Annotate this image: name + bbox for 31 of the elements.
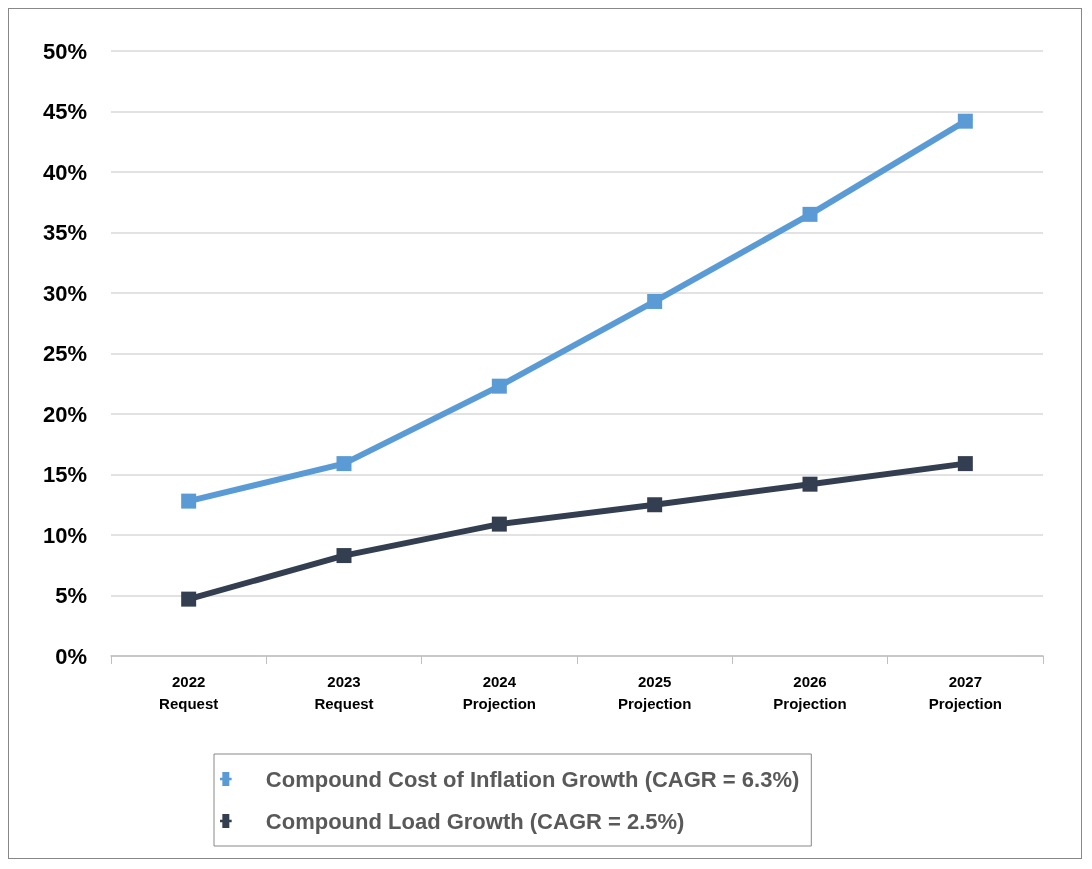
x-tick-label: 2027 Projection xyxy=(928,672,1003,712)
x-tick-label: 2023 Request xyxy=(314,672,374,712)
point xyxy=(647,497,663,513)
point xyxy=(647,293,663,309)
y-tick-label: 0% xyxy=(55,643,87,669)
y-tick-label: 50% xyxy=(42,38,87,64)
y-tick-label: 10% xyxy=(42,522,87,548)
legend-label: Compound Cost of Inflation Growth (CAGR = 6.3%) xyxy=(265,766,800,792)
point xyxy=(336,456,352,472)
y-tick-label: 30% xyxy=(42,280,87,306)
y-tick-label: 35% xyxy=(42,220,87,245)
point xyxy=(336,548,352,564)
point xyxy=(181,493,197,509)
point xyxy=(957,456,973,472)
y-tick-label: 20% xyxy=(42,401,87,427)
point xyxy=(802,476,818,492)
y-tick-label: 5% xyxy=(55,583,87,608)
x-tick-label: 2026 Projection xyxy=(773,672,847,712)
y-tick-label: 40% xyxy=(42,159,87,185)
y-tick-label: 45% xyxy=(42,99,87,124)
y-tick-label: 25% xyxy=(42,341,87,366)
point xyxy=(491,516,507,532)
x-tick-label: 2025 Projection xyxy=(617,672,692,712)
point xyxy=(491,378,507,394)
point xyxy=(957,113,973,129)
y-tick-label: 15% xyxy=(42,462,87,487)
x-tick-label: 2022 Request xyxy=(159,672,219,712)
point xyxy=(181,591,197,607)
x-tick-label: 2024 Projection xyxy=(462,672,537,712)
point xyxy=(802,206,818,222)
legend-label: Compound Load Growth (CAGR = 2.5%) xyxy=(265,808,685,834)
